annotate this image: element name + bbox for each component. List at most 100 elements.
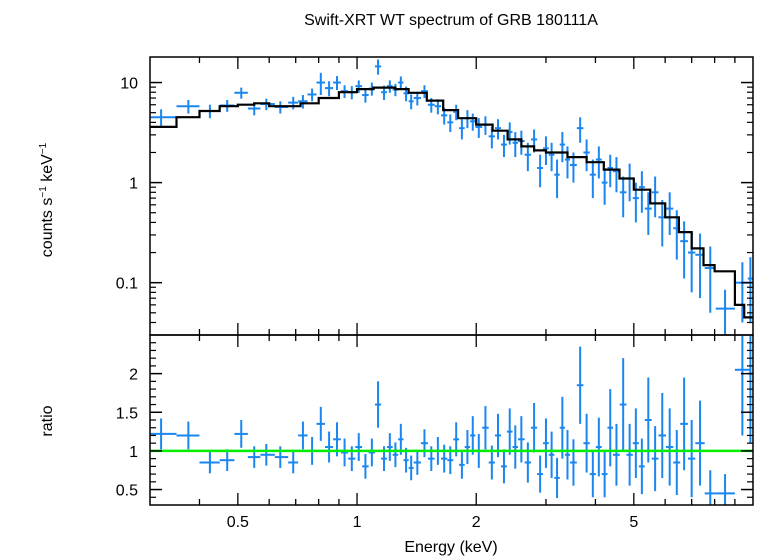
top-panel-axes: 0.1 1 10 xyxy=(116,56,754,336)
spectrum-point-58 xyxy=(607,154,613,188)
ratio-point-71 xyxy=(695,400,705,486)
spectrum-point-75 xyxy=(747,257,753,323)
ratio-point-47 xyxy=(543,418,549,468)
ratio-point-52 xyxy=(569,439,577,486)
bottom-panel-y-tick-label-3: 2 xyxy=(129,367,138,384)
spectrum-point-50 xyxy=(559,132,565,163)
ratio-point-35 xyxy=(470,416,476,455)
ratio-point-49 xyxy=(554,457,560,499)
ratio-point-3 xyxy=(219,449,235,471)
top-panel-y-tick-label-0: 0.1 xyxy=(116,276,138,293)
spectrum-point-65 xyxy=(651,176,659,218)
ratio-point-60 xyxy=(619,358,627,451)
top-panel-y-tick-label-2: 10 xyxy=(120,76,138,93)
ratio-point-14 xyxy=(340,438,349,467)
spectrum-point-54 xyxy=(583,139,590,172)
ratio-point-43 xyxy=(518,416,525,463)
ratio-point-61 xyxy=(626,423,633,486)
ratio-point-4 xyxy=(234,420,248,448)
spectrum-point-17 xyxy=(362,88,369,103)
ratio-point-26 xyxy=(413,450,421,475)
ratio-point-16 xyxy=(355,433,363,461)
spectrum-point-12 xyxy=(324,81,334,97)
spectrum-point-9 xyxy=(298,95,308,109)
ratio-point-5 xyxy=(247,446,261,468)
ratio-point-51 xyxy=(564,430,570,480)
ratio-point-27 xyxy=(420,429,428,458)
top-panel-frame xyxy=(149,56,754,336)
spectrum-point-29 xyxy=(434,99,442,115)
bottom-panel-y-tick-label-1: 1 xyxy=(129,444,138,461)
ratio-point-55 xyxy=(589,450,596,498)
ratio-point-45 xyxy=(530,403,538,453)
top-panel-y-tick-label-1: 1 xyxy=(129,176,138,193)
ratio-point-12 xyxy=(324,431,334,463)
spectrum-point-0 xyxy=(150,109,177,127)
x-tick-label-0: 0.5 xyxy=(227,514,249,531)
spectrum-point-55 xyxy=(589,159,596,199)
spectrum-point-16 xyxy=(355,80,363,93)
x-axis-ticks: 0.5 1 2 5 xyxy=(227,514,639,531)
ratio-point-56 xyxy=(595,417,602,477)
spectrum-point-42 xyxy=(512,132,519,158)
ratio-point-62 xyxy=(632,408,639,478)
ratio-point-40 xyxy=(501,449,507,484)
spectrum-point-6 xyxy=(260,98,275,111)
ratio-point-68 xyxy=(673,430,681,495)
ratio-point-1 xyxy=(176,421,200,450)
ratio-point-25 xyxy=(408,455,414,481)
spectrum-point-51 xyxy=(564,146,570,179)
ratio-point-44 xyxy=(524,442,531,483)
spectrum-point-11 xyxy=(316,72,325,96)
spectrum-point-8 xyxy=(288,96,299,110)
ratio-point-42 xyxy=(512,425,519,469)
ratio-point-57 xyxy=(601,450,608,498)
ratio-point-2 xyxy=(199,451,220,474)
ratio-point-48 xyxy=(548,431,555,478)
spectrum-point-23 xyxy=(398,76,404,90)
top-panel-y-axis-label: counts s−1 keV−1 xyxy=(38,142,56,257)
bottom-panel: 0.5 1 1.5 2 ratio xyxy=(39,334,754,506)
spectrum-point-69 xyxy=(680,221,688,279)
spectrum-point-67 xyxy=(666,192,674,235)
ylabel-mid: keV xyxy=(39,154,56,186)
ratio-point-9 xyxy=(298,421,308,450)
spectrum-point-31 xyxy=(447,114,454,133)
bottom-panel-axes: 0.5 1 1.5 2 xyxy=(116,334,754,506)
spectrum-point-10 xyxy=(307,88,317,102)
spectrum-point-53 xyxy=(576,117,584,143)
bottom-panel-y-tick-label-0: 0.5 xyxy=(116,483,138,500)
spectrum-point-39 xyxy=(494,119,502,140)
ratio-point-30 xyxy=(441,444,448,473)
ratio-point-66 xyxy=(658,392,667,478)
ratio-point-17 xyxy=(362,454,369,479)
spectrum-point-1 xyxy=(176,99,200,114)
spectrum-point-25 xyxy=(408,94,414,110)
ratio-point-64 xyxy=(644,377,652,463)
spectrum-point-13 xyxy=(333,76,341,91)
ylabel-exp2: −1 xyxy=(38,142,49,154)
spectrum-point-4 xyxy=(234,87,248,99)
ratio-point-54 xyxy=(583,413,590,473)
ratio-point-63 xyxy=(638,438,645,495)
ylabel-exp1: −1 xyxy=(38,186,49,198)
ratio-point-67 xyxy=(666,408,674,486)
x-axis-label: Energy (keV) xyxy=(404,539,497,556)
spectrum-point-63 xyxy=(638,171,645,213)
spectrum-point-49 xyxy=(554,159,560,199)
ratio-point-37 xyxy=(482,406,489,450)
spectrum-point-44 xyxy=(524,142,531,172)
spectrum-point-46 xyxy=(537,154,544,188)
spectrum-point-61 xyxy=(626,163,633,202)
spectrum-point-40 xyxy=(501,134,507,158)
ratio-point-70 xyxy=(687,420,696,498)
spectrum-point-7 xyxy=(274,101,289,114)
spectrum-point-27 xyxy=(420,85,428,99)
ratio-point-18 xyxy=(368,438,375,467)
bottom-panel-y-axis-label: ratio xyxy=(39,405,56,436)
ratio-point-34 xyxy=(464,430,471,465)
ratio-point-19 xyxy=(374,381,382,428)
x-tick-label-1: 1 xyxy=(353,514,362,531)
ratio-point-11 xyxy=(316,406,325,441)
